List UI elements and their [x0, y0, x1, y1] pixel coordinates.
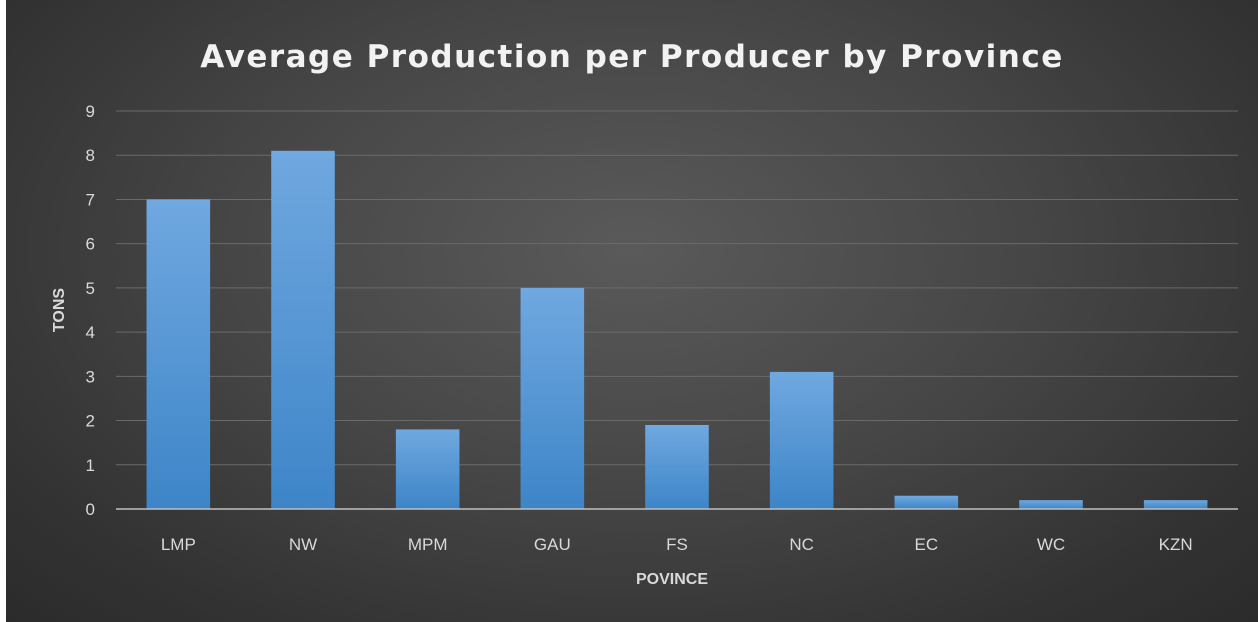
- bar-nc: [769, 371, 834, 509]
- x-tick-label: MPM: [408, 535, 448, 554]
- chart: Average Production per Producer by Provi…: [6, 0, 1258, 622]
- bar-kzn: [1143, 500, 1208, 509]
- y-tick-label: 1: [86, 456, 95, 475]
- x-tick-label: GAU: [534, 535, 571, 554]
- bar-nw: [271, 150, 335, 510]
- y-tick-label: 5: [86, 279, 95, 298]
- y-tick-labels: 0 1 2 3 4 5 6 7 8 9: [86, 102, 95, 519]
- x-tick-label: LMP: [161, 535, 196, 554]
- y-tick-label: 9: [86, 102, 95, 121]
- x-tick-label: FS: [666, 535, 688, 554]
- x-tick-label: NW: [289, 535, 317, 554]
- x-tick-label: EC: [915, 535, 939, 554]
- bars: [146, 150, 1208, 510]
- chart-title: Average Production per Producer by Provi…: [200, 39, 1064, 75]
- y-tick-label: 3: [86, 367, 95, 386]
- y-axis-title: TONS: [51, 288, 68, 332]
- bar-lmp: [146, 199, 211, 509]
- x-tick-label: KZN: [1159, 535, 1193, 554]
- x-tick-labels: LMP NW MPM GAU FS NC EC WC KZN: [161, 535, 1193, 554]
- bar-fs: [645, 424, 709, 509]
- x-tick-label: NC: [789, 535, 814, 554]
- y-tick-label: 4: [86, 323, 95, 342]
- bar-ec: [894, 495, 959, 509]
- bar-chart: Average Production per Producer by Provi…: [51, 39, 1238, 588]
- x-tick-label: WC: [1037, 535, 1065, 554]
- y-tick-label: 8: [86, 146, 95, 165]
- y-tick-label: 6: [86, 235, 95, 254]
- x-axis-title: POVINCE: [636, 571, 708, 588]
- bar-mpm: [395, 429, 460, 509]
- y-tick-label: 0: [86, 500, 95, 519]
- y-tick-label: 2: [86, 412, 95, 431]
- bar-wc: [1019, 500, 1083, 509]
- y-tick-label: 7: [86, 190, 95, 209]
- bar-gau: [520, 287, 585, 509]
